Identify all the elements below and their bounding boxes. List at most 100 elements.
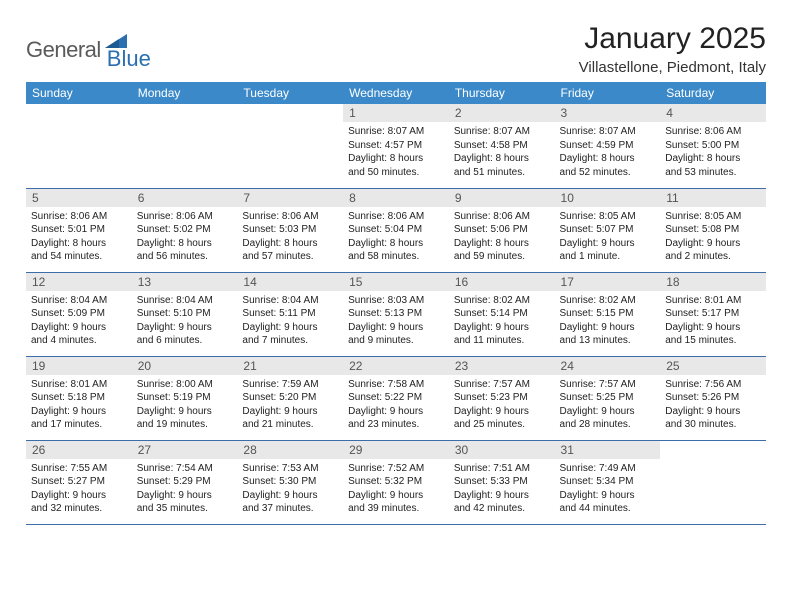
calendar-cell: 2Sunrise: 8:07 AMSunset: 4:58 PMDaylight… <box>449 104 555 188</box>
day-details: Sunrise: 8:00 AMSunset: 5:19 PMDaylight:… <box>132 375 238 436</box>
day-details: Sunrise: 8:01 AMSunset: 5:17 PMDaylight:… <box>660 291 766 352</box>
day-number: 5 <box>26 189 132 207</box>
weekday-header: Tuesday <box>237 82 343 104</box>
calendar-cell: 4Sunrise: 8:06 AMSunset: 5:00 PMDaylight… <box>660 104 766 188</box>
day-detail-line: and 42 minutes. <box>454 502 549 516</box>
day-detail-line: and 23 minutes. <box>348 418 443 432</box>
calendar-cell: 26Sunrise: 7:55 AMSunset: 5:27 PMDayligh… <box>26 440 132 524</box>
day-details: Sunrise: 8:06 AMSunset: 5:04 PMDaylight:… <box>343 207 449 268</box>
day-detail-line: Sunset: 5:18 PM <box>31 391 126 405</box>
day-number: 16 <box>449 273 555 291</box>
day-detail-line: Daylight: 9 hours <box>560 405 655 419</box>
calendar-cell: 25Sunrise: 7:56 AMSunset: 5:26 PMDayligh… <box>660 356 766 440</box>
day-detail-line: Sunset: 5:33 PM <box>454 475 549 489</box>
day-detail-line: Sunset: 5:14 PM <box>454 307 549 321</box>
day-detail-line: and 2 minutes. <box>665 250 760 264</box>
location-label: Villastellone, Piedmont, Italy <box>579 59 766 76</box>
day-detail-line: Sunset: 4:57 PM <box>348 139 443 153</box>
day-detail-line: and 28 minutes. <box>560 418 655 432</box>
weekday-header: Thursday <box>449 82 555 104</box>
day-details: Sunrise: 7:59 AMSunset: 5:20 PMDaylight:… <box>237 375 343 436</box>
day-detail-line: Sunset: 5:11 PM <box>242 307 337 321</box>
day-number: 8 <box>343 189 449 207</box>
day-details: Sunrise: 7:57 AMSunset: 5:25 PMDaylight:… <box>555 375 661 436</box>
day-number: 19 <box>26 357 132 375</box>
day-details: Sunrise: 7:55 AMSunset: 5:27 PMDaylight:… <box>26 459 132 520</box>
day-detail-line: Sunrise: 7:52 AM <box>348 462 443 476</box>
day-number: 15 <box>343 273 449 291</box>
day-number: 23 <box>449 357 555 375</box>
day-details: Sunrise: 8:04 AMSunset: 5:11 PMDaylight:… <box>237 291 343 352</box>
weekday-header: Monday <box>132 82 238 104</box>
day-detail-line: Daylight: 9 hours <box>454 321 549 335</box>
day-details: Sunrise: 7:58 AMSunset: 5:22 PMDaylight:… <box>343 375 449 436</box>
calendar-cell: 8Sunrise: 8:06 AMSunset: 5:04 PMDaylight… <box>343 188 449 272</box>
day-detail-line: Sunset: 5:13 PM <box>348 307 443 321</box>
day-detail-line: Daylight: 8 hours <box>454 237 549 251</box>
day-detail-line: Daylight: 9 hours <box>242 321 337 335</box>
day-number: 1 <box>343 104 449 122</box>
day-detail-line: Sunset: 5:02 PM <box>137 223 232 237</box>
calendar-cell: 9Sunrise: 8:06 AMSunset: 5:06 PMDaylight… <box>449 188 555 272</box>
day-detail-line: Sunrise: 7:57 AM <box>454 378 549 392</box>
day-detail-line: and 50 minutes. <box>348 166 443 180</box>
day-detail-line: Sunrise: 8:06 AM <box>31 210 126 224</box>
day-number: 9 <box>449 189 555 207</box>
day-details: Sunrise: 8:06 AMSunset: 5:06 PMDaylight:… <box>449 207 555 268</box>
day-detail-line: Sunset: 5:29 PM <box>137 475 232 489</box>
weekday-header: Saturday <box>660 82 766 104</box>
day-number: 24 <box>555 357 661 375</box>
day-details: Sunrise: 7:53 AMSunset: 5:30 PMDaylight:… <box>237 459 343 520</box>
day-details: Sunrise: 7:51 AMSunset: 5:33 PMDaylight:… <box>449 459 555 520</box>
day-detail-line: Daylight: 8 hours <box>560 152 655 166</box>
calendar-week-row: 26Sunrise: 7:55 AMSunset: 5:27 PMDayligh… <box>26 440 766 524</box>
day-detail-line: Sunrise: 8:07 AM <box>454 125 549 139</box>
day-detail-line: Sunset: 5:15 PM <box>560 307 655 321</box>
day-number: 3 <box>555 104 661 122</box>
calendar-cell: 27Sunrise: 7:54 AMSunset: 5:29 PMDayligh… <box>132 440 238 524</box>
calendar-cell: 11Sunrise: 8:05 AMSunset: 5:08 PMDayligh… <box>660 188 766 272</box>
day-detail-line: and 52 minutes. <box>560 166 655 180</box>
day-detail-line: Daylight: 9 hours <box>348 489 443 503</box>
day-detail-line: Daylight: 8 hours <box>31 237 126 251</box>
title-block: January 2025 Villastellone, Piedmont, It… <box>579 22 766 76</box>
day-detail-line: and 13 minutes. <box>560 334 655 348</box>
day-detail-line: Sunrise: 7:59 AM <box>242 378 337 392</box>
day-detail-line: Daylight: 8 hours <box>348 152 443 166</box>
calendar-header: SundayMondayTuesdayWednesdayThursdayFrid… <box>26 82 766 104</box>
day-details: Sunrise: 7:54 AMSunset: 5:29 PMDaylight:… <box>132 459 238 520</box>
day-detail-line: Sunset: 5:08 PM <box>665 223 760 237</box>
day-detail-line: Sunrise: 7:53 AM <box>242 462 337 476</box>
day-detail-line: Sunrise: 7:51 AM <box>454 462 549 476</box>
day-detail-line: Daylight: 9 hours <box>665 405 760 419</box>
day-detail-line: Sunset: 5:00 PM <box>665 139 760 153</box>
day-detail-line: Sunrise: 8:07 AM <box>348 125 443 139</box>
day-detail-line: and 59 minutes. <box>454 250 549 264</box>
day-number: 10 <box>555 189 661 207</box>
day-detail-line: Daylight: 9 hours <box>242 405 337 419</box>
day-number: 26 <box>26 441 132 459</box>
day-detail-line: Sunrise: 7:54 AM <box>137 462 232 476</box>
day-details: Sunrise: 8:02 AMSunset: 5:14 PMDaylight:… <box>449 291 555 352</box>
day-detail-line: and 11 minutes. <box>454 334 549 348</box>
day-detail-line: Sunrise: 8:01 AM <box>31 378 126 392</box>
day-detail-line: Daylight: 8 hours <box>454 152 549 166</box>
day-detail-line: Daylight: 9 hours <box>31 321 126 335</box>
day-detail-line: Sunrise: 8:06 AM <box>665 125 760 139</box>
day-number: 18 <box>660 273 766 291</box>
weekday-header: Friday <box>555 82 661 104</box>
day-detail-line: Daylight: 8 hours <box>665 152 760 166</box>
day-detail-line: Sunset: 5:01 PM <box>31 223 126 237</box>
day-number: 2 <box>449 104 555 122</box>
calendar-cell: 13Sunrise: 8:04 AMSunset: 5:10 PMDayligh… <box>132 272 238 356</box>
day-details: Sunrise: 8:04 AMSunset: 5:10 PMDaylight:… <box>132 291 238 352</box>
day-details: Sunrise: 8:07 AMSunset: 4:57 PMDaylight:… <box>343 122 449 183</box>
calendar-cell: 3Sunrise: 8:07 AMSunset: 4:59 PMDaylight… <box>555 104 661 188</box>
calendar-cell: 6Sunrise: 8:06 AMSunset: 5:02 PMDaylight… <box>132 188 238 272</box>
day-detail-line: and 44 minutes. <box>560 502 655 516</box>
day-detail-line: Sunrise: 8:04 AM <box>137 294 232 308</box>
day-detail-line: Daylight: 9 hours <box>665 321 760 335</box>
day-detail-line: Daylight: 9 hours <box>242 489 337 503</box>
day-details: Sunrise: 8:03 AMSunset: 5:13 PMDaylight:… <box>343 291 449 352</box>
weekday-header: Sunday <box>26 82 132 104</box>
